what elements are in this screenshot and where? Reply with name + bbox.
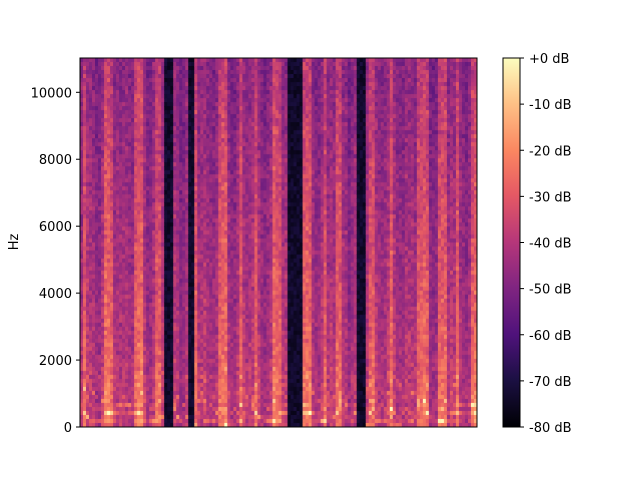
spectrogram-heatmap [80, 58, 477, 427]
y-tick-label: 8000 [39, 153, 72, 168]
y-axis-label: Hz [7, 234, 22, 251]
colorbar-tick-label: -80 dB [529, 421, 572, 436]
y-tick-label: 4000 [39, 287, 72, 302]
colorbar-tick-label: +0 dB [529, 52, 569, 67]
plot-frame [79, 57, 478, 428]
y-tick-label: 2000 [39, 354, 72, 369]
colorbar-tick-label: -60 dB [529, 329, 572, 344]
spectrogram-plot-area [79, 57, 478, 428]
colorbar-tick-label: -70 dB [529, 375, 572, 390]
colorbar-tick-label: -30 dB [529, 190, 572, 205]
y-tick-label: 0 [64, 421, 72, 436]
colorbar: +0 dB -10 dB -20 dB -30 dB -40 dB -50 dB -60 d… [502, 52, 572, 436]
colorbar-tick-label: -40 dB [529, 237, 572, 252]
colorbar-ticks: +0 dB -10 dB -20 dB -30 dB -40 dB -50 dB -60 d… [520, 52, 572, 436]
y-tick-label: 10000 [31, 86, 72, 101]
y-axis: 0 2000 4000 6000 8000 10000 [31, 86, 80, 436]
y-tick-label: 6000 [39, 220, 72, 235]
colorbar-tick-label: -20 dB [529, 144, 572, 159]
colorbar-gradient [502, 57, 521, 428]
colorbar-tick-label: -50 dB [529, 283, 572, 298]
colorbar-tick-label: -10 dB [529, 98, 572, 113]
